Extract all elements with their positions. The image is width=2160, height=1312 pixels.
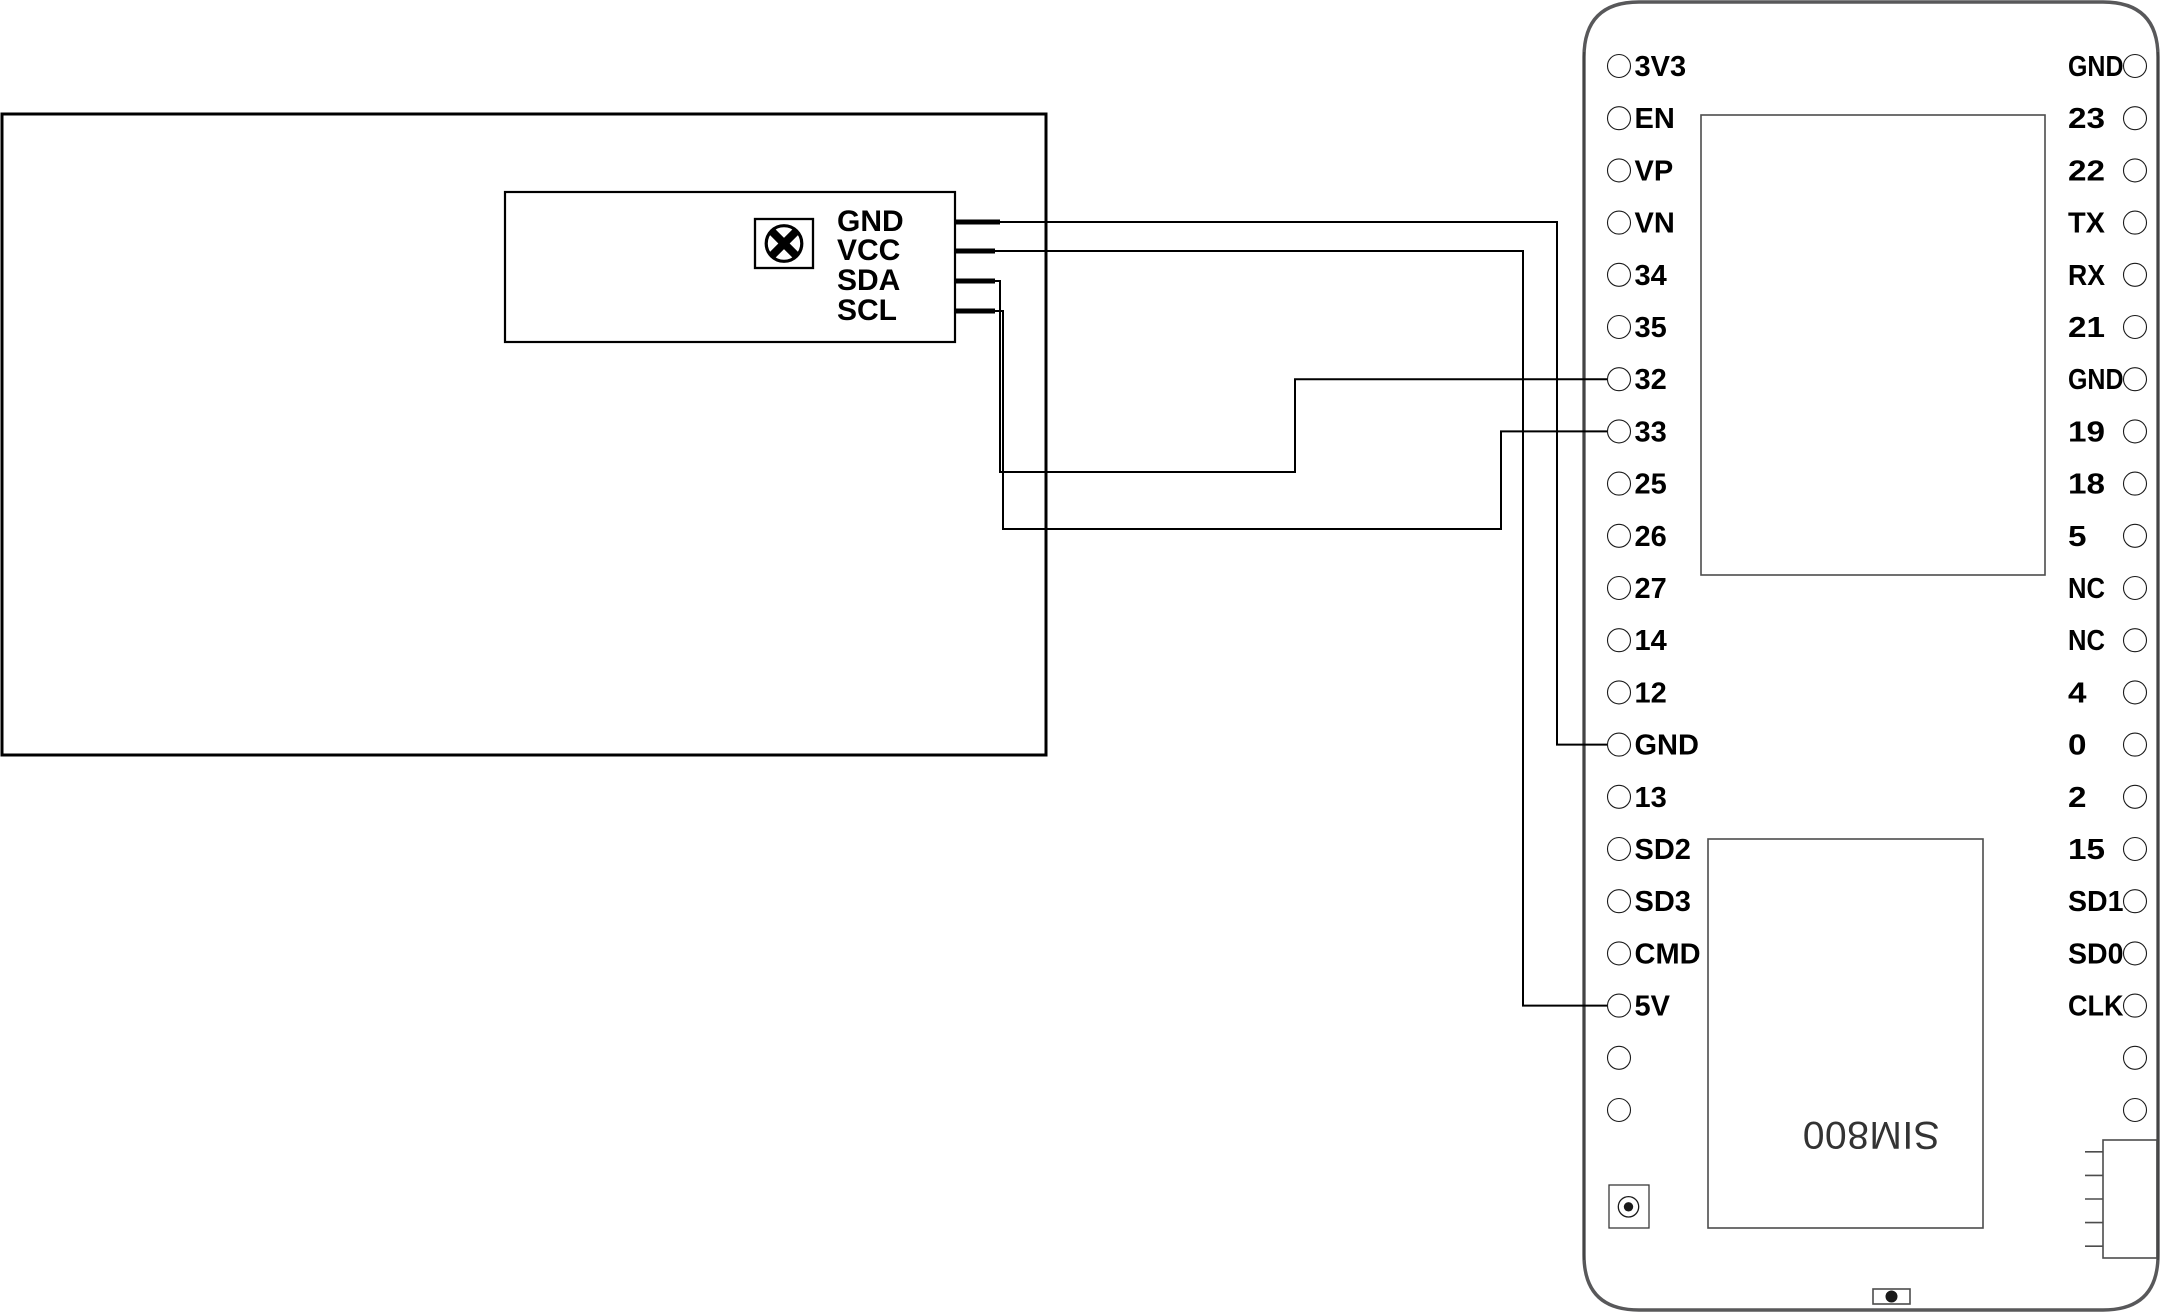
- svg-text:SD2: SD2: [1635, 834, 1691, 866]
- svg-text:SD1: SD1: [2068, 886, 2124, 918]
- svg-text:33: 33: [1635, 416, 1667, 448]
- svg-text:EN: EN: [1635, 103, 1675, 135]
- svg-text:RX: RX: [2068, 260, 2106, 292]
- svg-text:SDA: SDA: [837, 264, 900, 297]
- svg-text:32: 32: [1635, 364, 1667, 396]
- svg-text:VCC: VCC: [837, 234, 900, 267]
- svg-text:35: 35: [1635, 312, 1667, 344]
- svg-text:TX: TX: [2068, 208, 2106, 240]
- svg-text:22: 22: [2068, 155, 2105, 187]
- svg-text:SD0: SD0: [2068, 938, 2124, 970]
- svg-text:26: 26: [1635, 521, 1667, 553]
- svg-text:SIM800: SIM800: [1802, 1113, 1939, 1156]
- svg-text:VN: VN: [1635, 208, 1675, 240]
- svg-text:25: 25: [1635, 469, 1667, 501]
- svg-text:0: 0: [2068, 730, 2087, 762]
- svg-text:14: 14: [1635, 625, 1667, 657]
- svg-text:NC: NC: [2068, 625, 2105, 657]
- svg-text:21: 21: [2068, 312, 2105, 344]
- svg-text:23: 23: [2068, 103, 2105, 135]
- svg-text:CMD: CMD: [1635, 938, 1701, 970]
- svg-text:34: 34: [1635, 260, 1667, 292]
- svg-text:SD3: SD3: [1635, 886, 1691, 918]
- svg-text:5: 5: [2068, 521, 2087, 553]
- svg-text:13: 13: [1635, 782, 1667, 814]
- svg-text:CLK: CLK: [2068, 991, 2124, 1023]
- svg-text:27: 27: [1635, 573, 1667, 605]
- svg-text:NC: NC: [2068, 573, 2105, 605]
- svg-text:GND: GND: [2068, 51, 2124, 83]
- svg-text:GND: GND: [2068, 364, 2124, 396]
- svg-text:SCL: SCL: [837, 294, 897, 327]
- svg-text:18: 18: [2068, 469, 2105, 501]
- svg-text:15: 15: [2068, 834, 2105, 866]
- svg-text:4: 4: [2068, 677, 2087, 709]
- svg-text:5V: 5V: [1635, 991, 1671, 1023]
- svg-text:2: 2: [2068, 782, 2087, 814]
- svg-text:12: 12: [1635, 677, 1667, 709]
- svg-text:VP: VP: [1635, 155, 1674, 187]
- svg-text:19: 19: [2068, 416, 2105, 448]
- svg-text:3V3: 3V3: [1635, 51, 1687, 83]
- svg-text:GND: GND: [1635, 730, 1699, 762]
